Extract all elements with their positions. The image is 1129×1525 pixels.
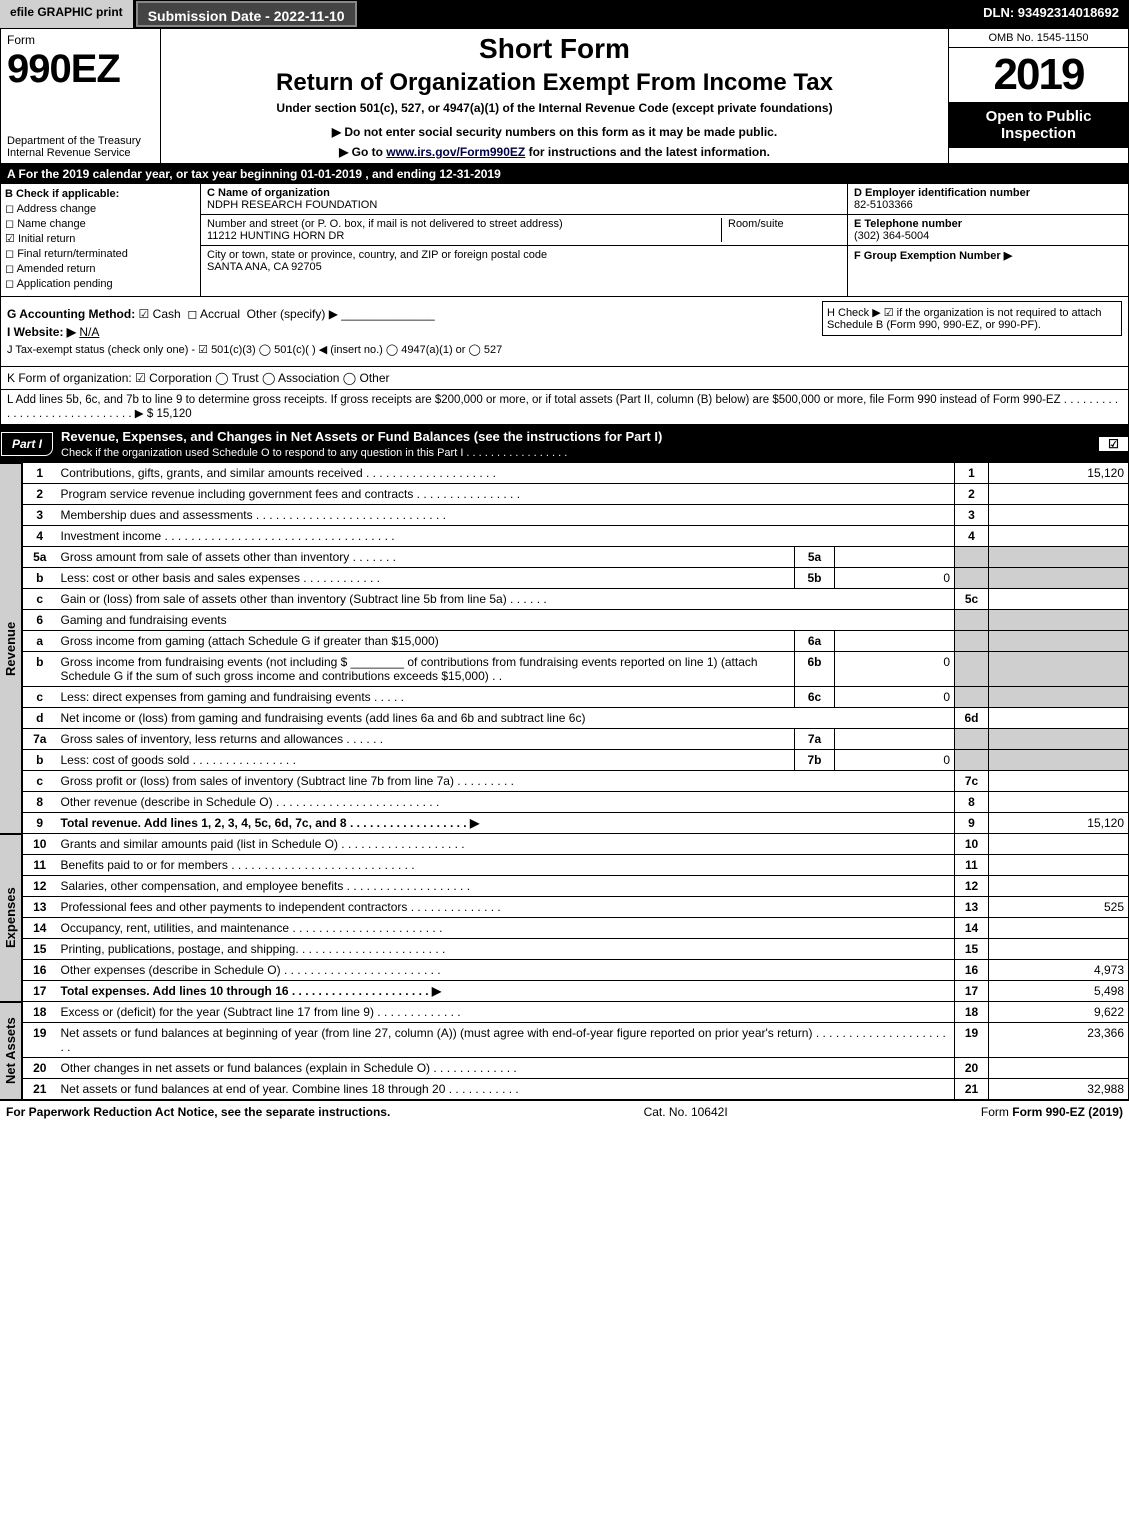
page-footer: For Paperwork Reduction Act Notice, see … <box>0 1100 1129 1123</box>
return-title: Return of Organization Exempt From Incom… <box>171 69 938 97</box>
form-label: Form <box>7 33 154 47</box>
header-center: Short Form Return of Organization Exempt… <box>161 29 948 163</box>
row-k: K Form of organization: ☑ Corporation ◯ … <box>0 367 1129 390</box>
line-20-value <box>989 1058 1129 1079</box>
line-1-value: 15,120 <box>989 463 1129 484</box>
dept-treasury: Department of the Treasury Internal Reve… <box>7 135 154 159</box>
c-name-label: C Name of organization <box>207 187 330 199</box>
open-public-inspection: Open to Public Inspection <box>949 102 1128 148</box>
row-l: L Add lines 5b, 6c, and 7b to line 9 to … <box>0 390 1129 425</box>
line-7a-value <box>835 729 955 750</box>
gross-receipts: 15,120 <box>156 408 191 420</box>
row-a-tax-year: A For the 2019 calendar year, or tax yea… <box>0 164 1129 184</box>
col-c-org: C Name of organization NDPH RESEARCH FOU… <box>201 184 848 296</box>
expenses-table: 10Grants and similar amounts paid (list … <box>22 834 1129 1002</box>
goto-line: ▶ Go to www.irs.gov/Form990EZ for instru… <box>171 145 938 159</box>
col-def: D Employer identification number 82-5103… <box>848 184 1128 296</box>
chk-name-change[interactable]: ◻ Name change <box>5 217 196 230</box>
part-i-title: Revenue, Expenses, and Changes in Net As… <box>53 425 1098 463</box>
line-4-value <box>989 526 1129 547</box>
cash-checkbox[interactable]: ☑ <box>139 307 150 321</box>
line-5c-value <box>989 589 1129 610</box>
line-6d-value <box>989 708 1129 729</box>
line-2-value <box>989 484 1129 505</box>
line-6a-value <box>835 631 955 652</box>
phone-value: (302) 364-5004 <box>854 230 929 242</box>
form-header: Form 990EZ Department of the Treasury In… <box>0 28 1129 164</box>
org-street: 11212 HUNTING HORN DR <box>207 230 344 242</box>
netassets-table: 18Excess or (deficit) for the year (Subt… <box>22 1002 1129 1100</box>
line-6b-value: 0 <box>835 652 955 687</box>
c-addr-label: Number and street (or P. O. box, if mail… <box>207 218 563 230</box>
chk-application-pending[interactable]: ◻ Application pending <box>5 277 196 290</box>
block-bcdef: B Check if applicable: ◻ Address change … <box>0 184 1129 297</box>
line-14-value <box>989 918 1129 939</box>
form-number: 990EZ <box>7 47 154 92</box>
accrual-checkbox[interactable]: ◻ <box>187 307 197 321</box>
e-label: E Telephone number <box>854 218 962 230</box>
omb-number: OMB No. 1545-1150 <box>949 29 1128 48</box>
short-form-title: Short Form <box>171 33 938 65</box>
line-15-value <box>989 939 1129 960</box>
line-7b-value: 0 <box>835 750 955 771</box>
chk-address-change[interactable]: ◻ Address change <box>5 202 196 215</box>
org-city: SANTA ANA, CA 92705 <box>207 261 322 273</box>
revenue-side-label: Revenue <box>0 463 22 834</box>
ssn-warning: ▶ Do not enter social security numbers o… <box>171 125 938 139</box>
ein-value: 82-5103366 <box>854 199 913 211</box>
line-9-value: 15,120 <box>989 813 1129 834</box>
line-13-value: 525 <box>989 897 1129 918</box>
b-label: B Check if applicable: <box>5 188 196 200</box>
row-ghij: H Check ▶ ☑ if the organization is not r… <box>0 297 1129 367</box>
under-section: Under section 501(c), 527, or 4947(a)(1)… <box>171 101 938 115</box>
dln: DLN: 93492314018692 <box>973 0 1129 28</box>
c-city-label: City or town, state or province, country… <box>207 249 547 261</box>
efile-print-button[interactable]: efile GRAPHIC print <box>0 0 135 28</box>
line-18-value: 9,622 <box>989 1002 1129 1023</box>
line-16-value: 4,973 <box>989 960 1129 981</box>
chk-final-return[interactable]: ◻ Final return/terminated <box>5 247 196 260</box>
chk-amended-return[interactable]: ◻ Amended return <box>5 262 196 275</box>
line-12-value <box>989 876 1129 897</box>
chk-initial-return[interactable]: ☑ Initial return <box>5 232 196 245</box>
room-suite-label: Room/suite <box>721 218 841 242</box>
j-tax-exempt: J Tax-exempt status (check only one) - ☑… <box>7 343 1122 356</box>
irs-link[interactable]: www.irs.gov/Form990EZ <box>386 145 525 159</box>
line-21-value: 32,988 <box>989 1079 1129 1100</box>
org-name: NDPH RESEARCH FOUNDATION <box>207 199 377 211</box>
form-ref: Form Form 990-EZ (2019) <box>981 1105 1123 1119</box>
revenue-table: 1Contributions, gifts, grants, and simil… <box>22 463 1129 834</box>
part-i-check[interactable]: ☑ <box>1098 437 1128 451</box>
expenses-side-label: Expenses <box>0 834 22 1002</box>
line-17-value: 5,498 <box>989 981 1129 1002</box>
line-3-value <box>989 505 1129 526</box>
netassets-side-label: Net Assets <box>0 1002 22 1100</box>
line-11-value <box>989 855 1129 876</box>
part-i-header: Part I Revenue, Expenses, and Changes in… <box>0 425 1129 463</box>
submission-date: Submission Date - 2022-11-10 <box>136 1 357 27</box>
header-right: OMB No. 1545-1150 2019 Open to Public In… <box>948 29 1128 163</box>
d-label: D Employer identification number <box>854 187 1030 199</box>
line-19-value: 23,366 <box>989 1023 1129 1058</box>
f-label: F Group Exemption Number ▶ <box>854 250 1012 262</box>
cat-no: Cat. No. 10642I <box>644 1105 728 1119</box>
pra-notice: For Paperwork Reduction Act Notice, see … <box>6 1105 390 1119</box>
line-6c-value: 0 <box>835 687 955 708</box>
website-value: N/A <box>79 325 99 339</box>
h-check-box: H Check ▶ ☑ if the organization is not r… <box>822 301 1122 336</box>
top-bar: efile GRAPHIC print Submission Date - 20… <box>0 0 1129 28</box>
line-5b-value: 0 <box>835 568 955 589</box>
header-left: Form 990EZ Department of the Treasury In… <box>1 29 161 163</box>
tax-year: 2019 <box>949 48 1128 102</box>
col-b-checkboxes: B Check if applicable: ◻ Address change … <box>1 184 201 296</box>
part-i-tab: Part I <box>1 432 53 456</box>
line-8-value <box>989 792 1129 813</box>
line-7c-value <box>989 771 1129 792</box>
line-5a-value <box>835 547 955 568</box>
line-10-value <box>989 834 1129 855</box>
